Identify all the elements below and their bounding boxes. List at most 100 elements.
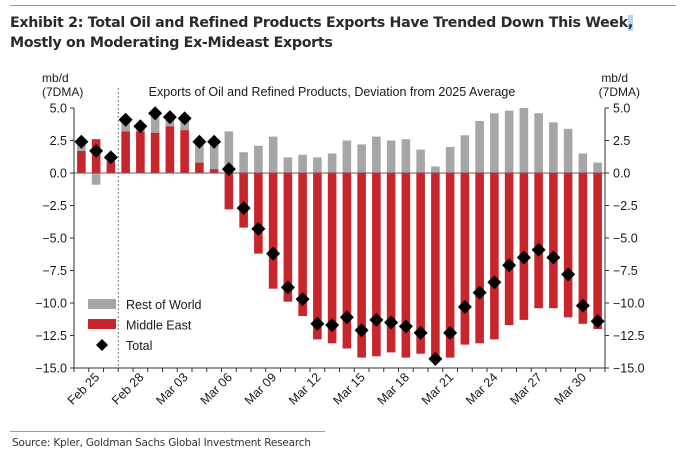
rest-of-world-bar: [490, 113, 499, 173]
rest-of-world-bar: [313, 157, 322, 173]
middle-east-bar: [180, 130, 189, 173]
x-tick-label: Mar 12: [286, 370, 323, 407]
total-marker: [502, 258, 517, 273]
y-tick-label-left: −5.0: [42, 232, 67, 246]
y-tick-label-left: −2.5: [42, 199, 67, 213]
middle-east-bar: [549, 173, 558, 309]
middle-east-bar: [357, 173, 366, 358]
x-tick-label: Feb 25: [65, 370, 102, 407]
rest-of-world-bar: [268, 136, 278, 173]
total-marker: [339, 310, 354, 325]
total-marker: [162, 110, 177, 125]
middle-east-bar: [283, 173, 293, 302]
total-marker: [531, 242, 546, 257]
total-marker: [561, 267, 576, 282]
rest-of-world-bar: [298, 154, 307, 173]
total-marker: [443, 325, 458, 340]
total-marker: [295, 292, 310, 307]
middle-east-bar: [534, 173, 543, 309]
rest-of-world-bar: [357, 144, 366, 173]
x-tick-label: Feb 28: [109, 370, 146, 407]
x-tick-label: Mar 06: [198, 370, 235, 407]
total-marker: [472, 285, 487, 300]
middle-east-bar: [475, 173, 484, 344]
rest-of-world-bar: [475, 121, 484, 173]
total-marker: [575, 298, 590, 313]
total-marker: [487, 275, 502, 290]
x-tick-label: Mar 09: [242, 370, 279, 407]
rest-of-world-bar: [504, 110, 514, 173]
y-tick-label-right: 0.0: [613, 167, 630, 181]
y-tick-label-right: −7.5: [613, 264, 638, 278]
y-tick-label-left: 2.5: [50, 134, 67, 148]
middle-east-bar: [563, 173, 573, 318]
middle-east-bar: [342, 173, 352, 349]
rest-of-world-bar: [401, 139, 411, 173]
y-tick-label-right: −5.0: [613, 232, 638, 246]
rest-of-world-bar: [593, 162, 602, 173]
total-marker: [280, 280, 295, 295]
total-marker: [236, 201, 251, 216]
middle-east-bar: [77, 150, 86, 173]
total-marker: [428, 351, 443, 366]
legend-label: Middle East: [126, 319, 192, 333]
rest-of-world-bar: [519, 108, 529, 173]
middle-east-bar: [239, 173, 248, 228]
y-tick-label-left: −7.5: [42, 264, 67, 278]
middle-east-bar: [504, 173, 514, 326]
y-tick-label-right: 2.5: [613, 134, 630, 148]
rest-of-world-bar: [342, 140, 352, 173]
rest-of-world-bar: [386, 140, 396, 173]
rest-of-world-bar: [460, 135, 470, 173]
exhibit-title: Exhibit 2: Total Oil and Refined Product…: [10, 13, 680, 53]
total-marker: [384, 315, 399, 330]
rest-of-world-bar: [239, 152, 248, 173]
y-tick-label-right: 5.0: [613, 102, 630, 116]
y-axis-right-unit-sub: (7DMA): [599, 85, 640, 99]
total-marker: [398, 319, 413, 334]
middle-east-bar: [578, 173, 588, 324]
total-marker: [251, 221, 266, 236]
middle-east-bar: [431, 173, 440, 359]
rest-of-world-bar: [150, 113, 160, 133]
rest-of-world-bar: [549, 122, 558, 173]
x-tick-label: Mar 15: [330, 370, 367, 407]
title-highlight: ,: [627, 15, 633, 31]
x-tick-label: Mar 18: [375, 370, 412, 407]
middle-east-bar: [254, 173, 263, 254]
total-marker: [103, 150, 118, 165]
total-marker: [457, 299, 472, 314]
middle-east-bar: [416, 173, 425, 354]
y-tick-label-right: −15.0: [613, 362, 645, 376]
y-tick-label-left: −15.0: [35, 362, 67, 376]
y-tick-label-left: −12.5: [35, 329, 67, 343]
middle-east-bar: [490, 173, 499, 340]
middle-east-bar: [372, 173, 381, 357]
middle-east-bar: [150, 132, 160, 173]
legend-swatch-middle-east: [88, 319, 116, 329]
rest-of-world-bar: [578, 153, 588, 173]
rest-of-world-bar: [91, 173, 101, 185]
middle-east-bar: [106, 161, 116, 173]
middle-east-bar: [195, 162, 204, 173]
x-tick-label: Mar 27: [507, 370, 544, 407]
middle-east-bar: [298, 173, 307, 316]
y-axis-right-unit: mb/d: [601, 71, 628, 85]
total-marker: [74, 134, 89, 149]
source-note: Source: Kpler, Goldman Sachs Global Inve…: [12, 437, 311, 449]
x-tick-label: Mar 03: [153, 370, 190, 407]
rest-of-world-bar: [534, 113, 543, 173]
title-part-1: Exhibit 2: Total Oil and Refined Product…: [10, 15, 628, 31]
middle-east-bar: [593, 173, 602, 329]
legend-label: Total: [126, 339, 152, 353]
title-part-2: Mostly on Moderating Ex-Mideast Exports: [10, 35, 333, 51]
total-marker: [325, 318, 340, 333]
total-marker: [413, 325, 428, 340]
middle-east-bar: [519, 173, 529, 320]
x-tick-label: Mar 21: [419, 370, 456, 407]
total-marker: [516, 250, 531, 265]
total-marker: [369, 312, 384, 327]
rest-of-world-bar: [372, 136, 381, 173]
rest-of-world-bar: [195, 141, 204, 163]
